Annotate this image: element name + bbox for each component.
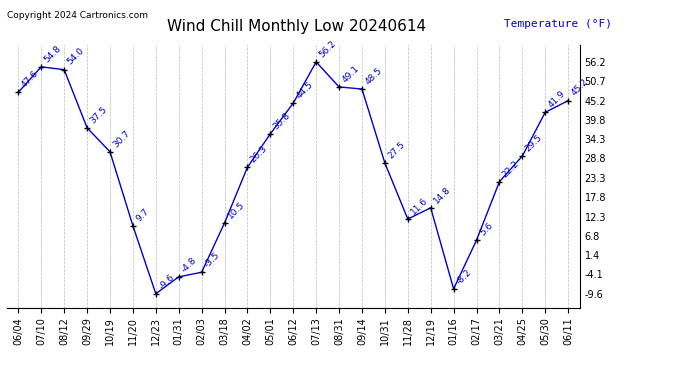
Text: 47.6: 47.6 — [20, 69, 40, 89]
Text: -3.5: -3.5 — [203, 251, 221, 270]
Text: 45.2: 45.2 — [569, 78, 590, 98]
Text: 10.5: 10.5 — [226, 200, 246, 220]
Text: 48.5: 48.5 — [364, 66, 384, 86]
Text: 22.2: 22.2 — [501, 159, 521, 179]
Text: -8.2: -8.2 — [455, 267, 474, 286]
Text: 27.5: 27.5 — [386, 140, 407, 160]
Text: 54.0: 54.0 — [66, 46, 86, 67]
Text: -4.8: -4.8 — [180, 255, 199, 274]
Text: 11.6: 11.6 — [409, 196, 430, 216]
Text: Wind Chill Monthly Low 20240614: Wind Chill Monthly Low 20240614 — [167, 19, 426, 34]
Text: Copyright 2024 Cartronics.com: Copyright 2024 Cartronics.com — [7, 11, 148, 20]
Text: 9.7: 9.7 — [135, 207, 151, 223]
Text: 41.9: 41.9 — [546, 89, 567, 110]
Text: -9.6: -9.6 — [157, 272, 176, 291]
Text: 49.1: 49.1 — [340, 64, 361, 84]
Text: 26.3: 26.3 — [249, 144, 269, 165]
Text: 56.2: 56.2 — [317, 39, 338, 59]
Text: 37.5: 37.5 — [88, 104, 109, 125]
Text: 14.8: 14.8 — [432, 184, 453, 205]
Text: Temperature (°F): Temperature (°F) — [504, 19, 612, 29]
Text: 44.5: 44.5 — [295, 80, 315, 100]
Text: 5.6: 5.6 — [478, 221, 495, 237]
Text: 54.8: 54.8 — [43, 44, 63, 64]
Text: 29.5: 29.5 — [524, 133, 544, 153]
Text: 35.8: 35.8 — [272, 110, 293, 131]
Text: 30.7: 30.7 — [111, 128, 132, 149]
